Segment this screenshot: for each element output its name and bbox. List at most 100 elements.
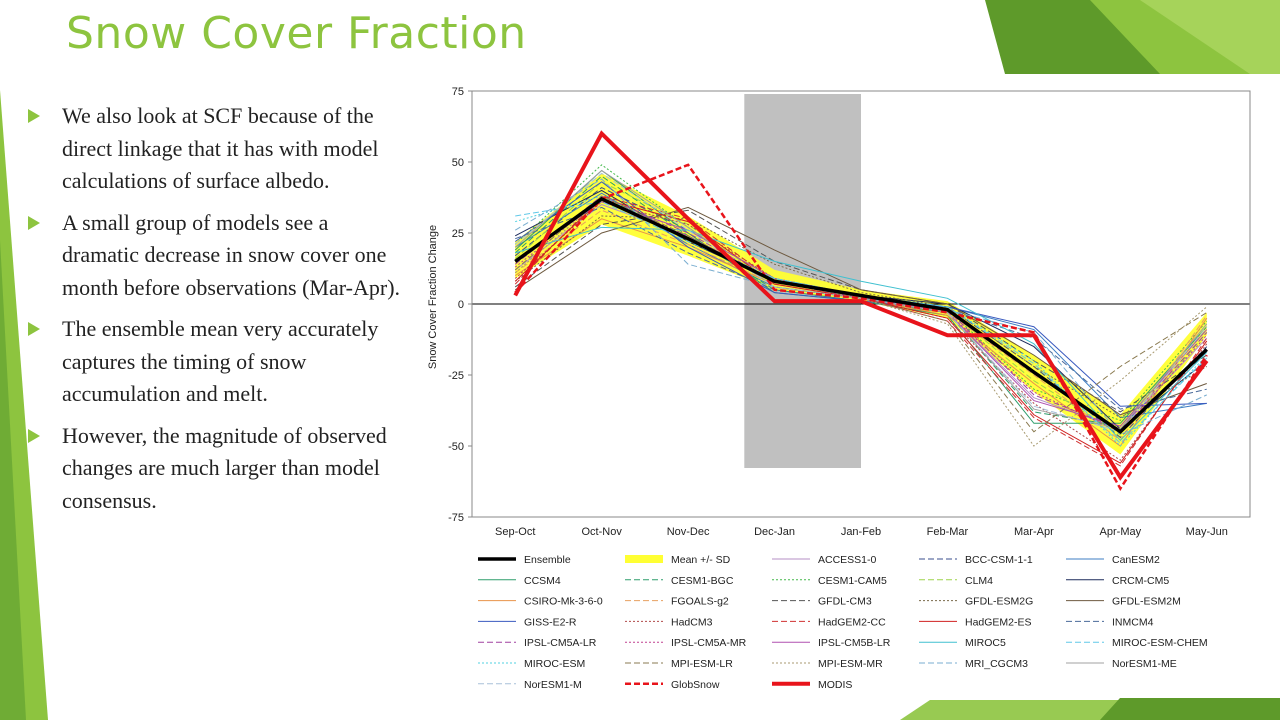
y-tick-label: 0: [458, 299, 464, 311]
legend-item-hadgem2-es: HadGEM2-ES: [919, 616, 1032, 628]
bullet-item: The ensemble mean very accurately captur…: [26, 313, 406, 411]
x-tick-label: Feb-Mar: [927, 526, 969, 538]
x-tick-label: Oct-Nov: [581, 526, 622, 538]
legend-item-bcc-csm-1-1: BCC-CSM-1-1: [919, 554, 1033, 566]
legend-label: HadCM3: [671, 616, 713, 628]
bullet-text: However, the magnitude of observed chang…: [62, 422, 387, 513]
y-tick-label: 75: [452, 86, 464, 98]
legend-item-gfdl-esm2g: GFDL-ESM2G: [919, 596, 1033, 608]
legend-item-cesm1-cam5: CESM1-CAM5: [772, 575, 887, 587]
legend-label: GFDL-ESM2M: [1112, 596, 1181, 608]
legend: Ensemble Mean +/- SD ACCESS1-0 BCC-CSM-1-1 C…: [478, 554, 1208, 691]
bullet-item: However, the magnitude of observed chang…: [26, 420, 406, 518]
series-line-mpi-esm-lr: [514, 195, 1208, 433]
series-line-globsnow: [514, 163, 1208, 492]
legend-label: MIROC-ESM-CHEM: [1112, 637, 1208, 649]
x-tick-label: Dec-Jan: [754, 526, 795, 538]
legend-item-mpi-esm-lr: MPI-ESM-LR: [625, 658, 733, 670]
legend-label: NorESM1-ME: [1112, 658, 1177, 670]
bullet-list: We also look at SCF because of the direc…: [26, 100, 406, 526]
legend-item-gfdl-cm3: GFDL-CM3: [772, 596, 872, 608]
legend-item-cesm1-bgc: CESM1-BGC: [625, 575, 734, 587]
legend-item-hadcm3: HadCM3: [625, 616, 713, 628]
y-tick-label: 25: [452, 228, 464, 240]
axes: 75 50 25 0 -25 -50 -75 Sep-Oct Oct-Nov Nov-Dec Dec…: [448, 86, 1251, 538]
legend-item-crcm-cm5: CRCM-CM5: [1066, 575, 1169, 587]
x-tick-label: Mar-Apr: [1014, 526, 1054, 538]
legend-item-ensemble: Ensemble: [478, 554, 571, 566]
legend-item-mri-cgcm3: MRI_CGCM3: [919, 658, 1028, 670]
legend-label: Ensemble: [524, 554, 571, 566]
left-accent-shape-dark: [0, 240, 26, 720]
x-tick-label: Apr-May: [1100, 526, 1142, 538]
legend-item-ipsl-cm5a-mr: IPSL-CM5A-MR: [625, 637, 747, 649]
legend-item-mean-sd: Mean +/- SD: [625, 554, 731, 566]
legend-label: IPSL-CM5A-MR: [671, 637, 747, 649]
legend-item-ccsm4: CCSM4: [478, 575, 561, 587]
bullet-text: We also look at SCF because of the direc…: [62, 103, 379, 193]
y-tick-label: -75: [448, 512, 464, 524]
x-tick-label: May-Jun: [1186, 526, 1228, 538]
legend-label: NorESM1-M: [524, 679, 582, 691]
y-tick-label: -50: [448, 441, 464, 453]
x-tick-label: Nov-Dec: [667, 526, 710, 538]
top-right-accent-shape-bright: [1140, 0, 1280, 74]
legend-label: MIROC5: [965, 637, 1006, 649]
legend-item-hadgem2-cc: HadGEM2-CC: [772, 616, 886, 628]
bullet-text: The ensemble mean very accurately captur…: [62, 316, 379, 406]
legend-label: HadGEM2-CC: [818, 616, 886, 628]
legend-item-miroc-esm: MIROC-ESM: [478, 658, 585, 670]
y-axis-label: Snow Cover Fraction Change: [427, 225, 439, 369]
y-tick-label: -25: [448, 370, 464, 382]
legend-label: ACCESS1-0: [818, 554, 877, 566]
legend-label: GFDL-ESM2G: [965, 596, 1033, 608]
legend-item-modis: MODIS: [772, 679, 852, 691]
plot-area: [472, 94, 1250, 492]
series-line-ensemble: [514, 196, 1208, 435]
legend-label: CLM4: [965, 575, 993, 587]
series-line-modis: [513, 130, 1209, 481]
legend-label: CRCM-CM5: [1112, 575, 1169, 587]
legend-item-globsnow: GlobSnow: [625, 679, 720, 691]
legend-label: CESM1-CAM5: [818, 575, 887, 587]
bullet-text: A small group of models see a dramatic d…: [62, 209, 401, 300]
legend-label: BCC-CSM-1-1: [965, 554, 1033, 566]
legend-item-ipsl-cm5b-lr: IPSL-CM5B-LR: [772, 637, 891, 649]
arrow-bullet-icon: [28, 215, 40, 230]
arrow-bullet-icon: [28, 428, 40, 443]
snow-cover-chart: 75 50 25 0 -25 -50 -75 Sep-Oct Oct-Nov Nov-Dec Dec…: [427, 86, 1251, 691]
legend-item-noresm1-me: NorESM1-ME: [1066, 658, 1177, 670]
legend-label: IPSL-CM5B-LR: [818, 637, 891, 649]
legend-label: GISS-E2-R: [524, 616, 577, 628]
legend-item-canesm2: CanESM2: [1066, 554, 1160, 566]
bottom-right-accent-shape-dark: [1100, 698, 1280, 720]
legend-label: HadGEM2-ES: [965, 616, 1032, 628]
legend-item-miroc5: MIROC5: [919, 637, 1006, 649]
x-tick-label: Jan-Feb: [841, 526, 881, 538]
legend-label: FGOALS-g2: [671, 596, 729, 608]
arrow-bullet-icon: [28, 322, 40, 336]
legend-label: GlobSnow: [671, 679, 720, 691]
legend-item-clm4: CLM4: [919, 575, 993, 587]
legend-label: CSIRO-Mk-3-6-0: [524, 596, 603, 608]
y-tick-label: 50: [452, 157, 464, 169]
series-line-gfdl-esm2g: [514, 215, 1208, 419]
legend-label: IPSL-CM5A-LR: [524, 637, 597, 649]
series-line-gfdl-esm2m: [514, 206, 1207, 416]
bullet-item: We also look at SCF because of the direc…: [26, 100, 406, 198]
legend-item-gfdl-esm2m: GFDL-ESM2M: [1066, 596, 1181, 608]
series-line-miroc5: [515, 226, 1208, 442]
legend-label: MODIS: [818, 679, 852, 691]
legend-label: MIROC-ESM: [524, 658, 585, 670]
bullet-item: A small group of models see a dramatic d…: [26, 207, 406, 305]
legend-item-csiro-mk-3-6-0: CSIRO-Mk-3-6-0: [478, 596, 603, 608]
legend-item-fgoals-g2: FGOALS-g2: [625, 596, 729, 608]
legend-item-noresm1-m: NorESM1-M: [478, 679, 582, 691]
arrow-bullet-icon: [28, 109, 40, 123]
legend-label: GFDL-CM3: [818, 596, 872, 608]
legend-label: INMCM4: [1112, 616, 1154, 628]
legend-item-ipsl-cm5a-lr: IPSL-CM5A-LR: [478, 637, 597, 649]
legend-label: Mean +/- SD: [671, 554, 731, 566]
legend-label: MPI-ESM-MR: [818, 658, 883, 670]
legend-label: MPI-ESM-LR: [671, 658, 733, 670]
